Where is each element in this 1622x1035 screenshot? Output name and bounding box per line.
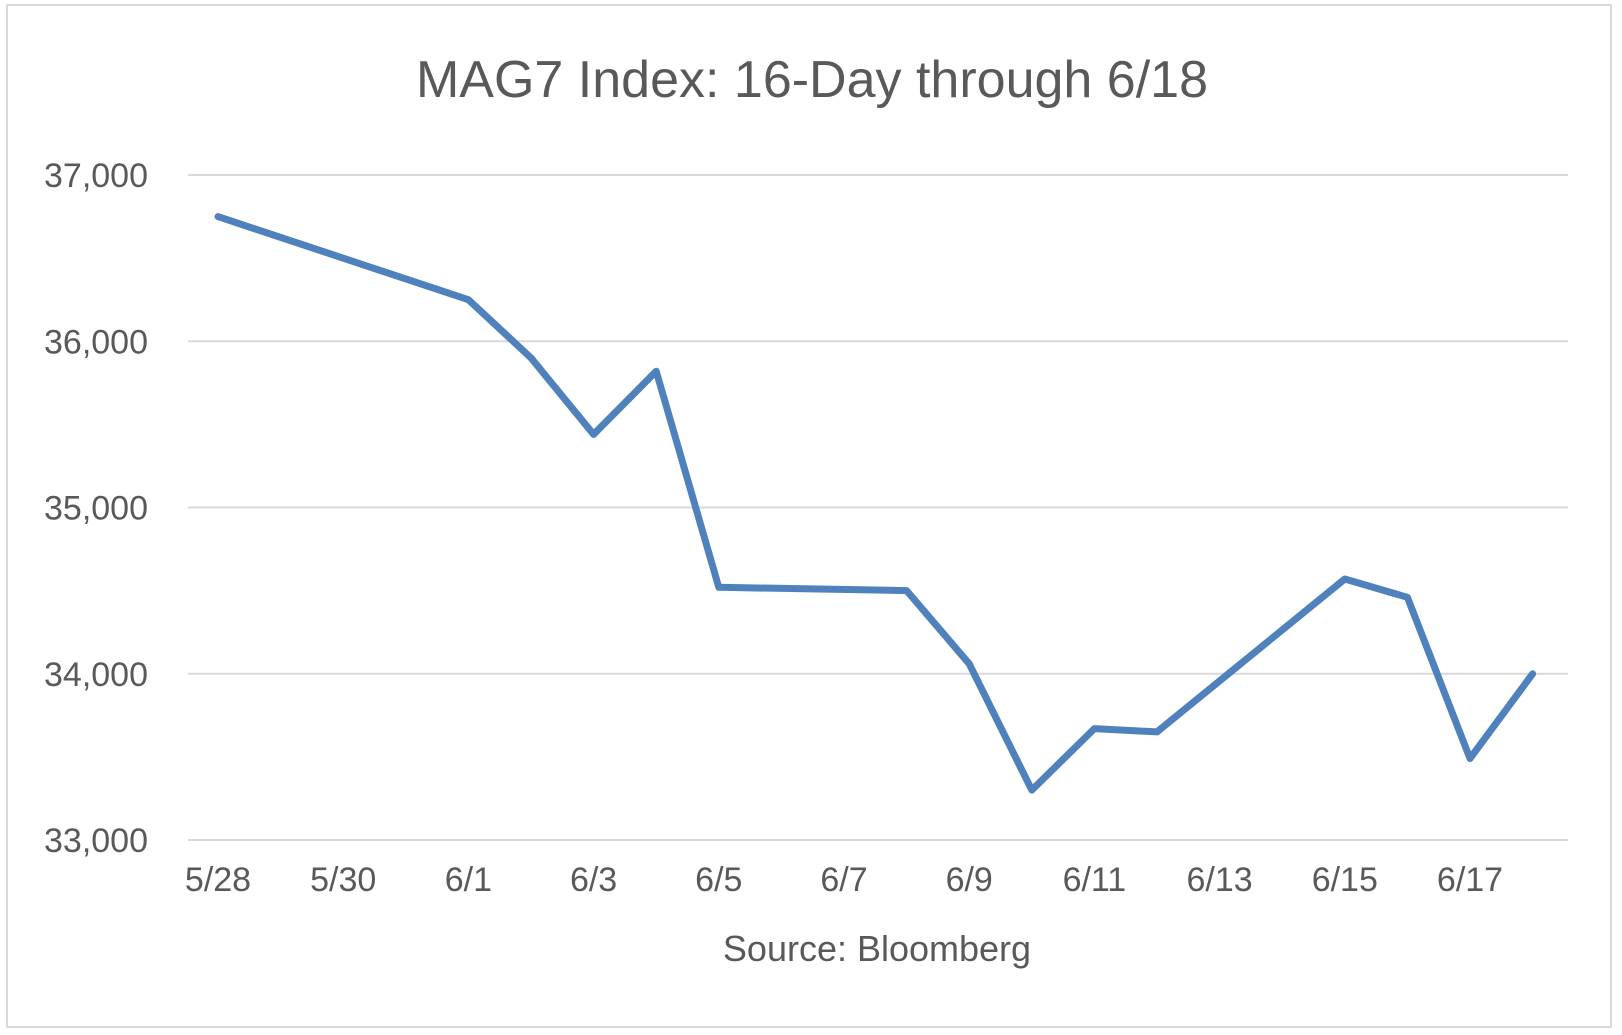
x-tick-label: 5/28 bbox=[185, 861, 251, 899]
x-tick-label: 6/9 bbox=[946, 861, 993, 899]
chart-title: MAG7 Index: 16-Day through 6/18 bbox=[416, 51, 1208, 109]
y-tick-label: 33,000 bbox=[44, 822, 148, 860]
y-tick-label: 35,000 bbox=[44, 490, 148, 528]
y-tick-label: 34,000 bbox=[44, 656, 148, 694]
x-tick-label: 6/15 bbox=[1312, 861, 1378, 899]
x-axis-label: Source: Bloomberg bbox=[723, 928, 1031, 969]
y-tick-label: 36,000 bbox=[44, 323, 148, 361]
x-tick-label: 6/3 bbox=[570, 861, 617, 899]
x-tick-label: 6/7 bbox=[820, 861, 867, 899]
x-axis-ticks: 5/28 5/30 6/1 6/3 6/5 6/7 6/9 6/11 6/13 6/15 6/17 bbox=[185, 861, 1503, 899]
gridlines bbox=[188, 174, 1568, 841]
y-axis-ticks: 33,000 34,000 35,000 36,000 37,000 bbox=[44, 157, 148, 860]
series-line bbox=[214, 213, 1537, 794]
y-tick-label: 37,000 bbox=[44, 157, 148, 195]
x-tick-label: 5/30 bbox=[310, 861, 376, 899]
series-layer bbox=[214, 213, 1537, 794]
x-tick-label: 6/13 bbox=[1187, 861, 1253, 899]
x-tick-label: 6/5 bbox=[695, 861, 742, 899]
x-tick-label: 6/11 bbox=[1063, 861, 1127, 899]
x-tick-label: 6/17 bbox=[1437, 861, 1503, 899]
x-tick-label: 6/1 bbox=[445, 861, 492, 899]
